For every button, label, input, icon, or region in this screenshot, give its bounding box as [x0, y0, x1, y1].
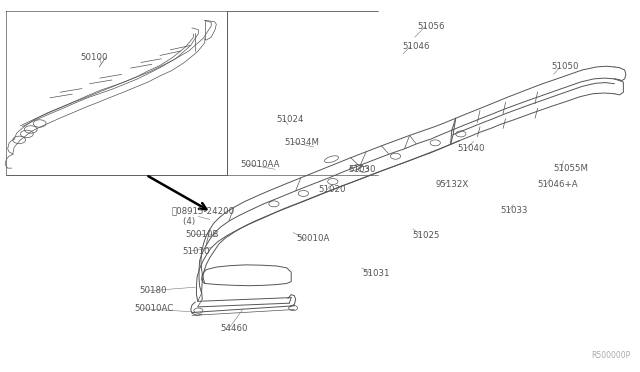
Text: 51034M: 51034M [285, 138, 320, 147]
Text: 51020: 51020 [319, 185, 346, 194]
Text: 51046+A: 51046+A [538, 180, 578, 189]
Text: 51055M: 51055M [554, 164, 589, 173]
Text: 50010AC: 50010AC [134, 304, 173, 313]
Text: 95132X: 95132X [435, 180, 468, 189]
Text: R500000P: R500000P [591, 351, 630, 360]
Text: 51010: 51010 [182, 247, 210, 256]
Text: 50010AA: 50010AA [240, 160, 280, 169]
Text: 51033: 51033 [500, 206, 528, 215]
Text: 54460: 54460 [221, 324, 248, 333]
Text: 50010B: 50010B [186, 230, 219, 239]
Text: ⓜ08915-24200
    (4): ⓜ08915-24200 (4) [172, 207, 235, 226]
Text: 50180: 50180 [140, 286, 167, 295]
Text: 51056: 51056 [417, 22, 445, 31]
Text: 51024: 51024 [276, 115, 304, 124]
Text: 51025: 51025 [413, 231, 440, 240]
Text: 51040: 51040 [458, 144, 485, 153]
Text: 51030: 51030 [349, 165, 376, 174]
Text: 50010A: 50010A [296, 234, 330, 243]
Text: 51046: 51046 [402, 42, 429, 51]
Text: 51050: 51050 [552, 62, 579, 71]
Text: 50100: 50100 [80, 53, 108, 62]
Text: 51031: 51031 [363, 269, 390, 278]
